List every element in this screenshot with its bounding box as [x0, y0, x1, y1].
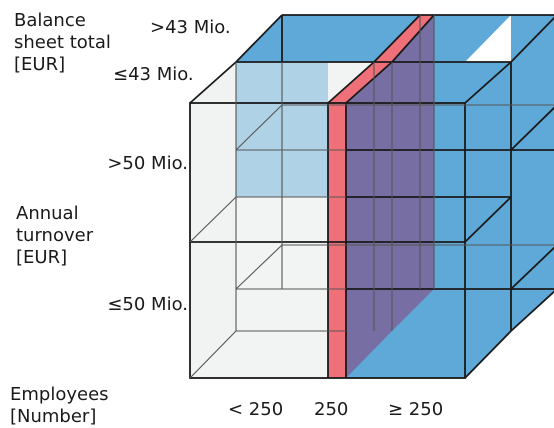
annual-turnover-label: Annual turnover [EUR] [16, 203, 93, 269]
balance-tick-low: ≤43 Mio. [113, 64, 194, 85]
balance-label-line-2: sheet total [14, 32, 111, 53]
turnover-label-line-1: Annual [16, 203, 79, 224]
balance-label-line-1: Balance [14, 10, 86, 31]
employees-label: Employees [Number] [10, 384, 109, 428]
balance-tick-high: >43 Mio. [150, 17, 231, 38]
blue-top-back [236, 15, 511, 62]
sme-front-face [190, 103, 328, 378]
balance-label-line-3: [EUR] [14, 54, 66, 75]
red-front-face [328, 103, 346, 378]
employees-label-line-1: Employees [10, 384, 109, 405]
balance-sheet-label: Balance sheet total [EUR] [14, 10, 111, 76]
turnover-label-line-3: [EUR] [16, 247, 68, 268]
employee-tick-large: ≥ 250 [388, 399, 444, 420]
employees-label-line-2: [Number] [10, 406, 97, 427]
employee-tick-exact: 250 [314, 399, 349, 420]
turnover-tick-high: >50 Mio. [107, 153, 188, 174]
turnover-tick-low: ≤50 Mio. [107, 294, 188, 315]
employee-tick-small: < 250 [228, 399, 284, 420]
blue-far-right-face [511, 18, 554, 331]
red-top-face [328, 62, 392, 103]
red-top-back [374, 15, 434, 62]
hidden-edges [189, 15, 554, 379]
turnover-label-line-2: turnover [16, 225, 94, 246]
exact-250-slab [328, 15, 434, 378]
